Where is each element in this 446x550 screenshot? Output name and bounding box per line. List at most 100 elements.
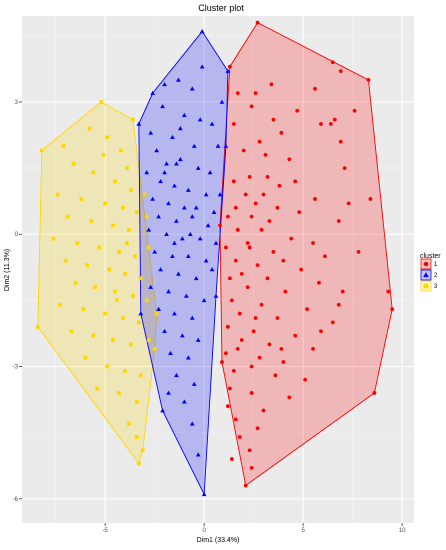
cluster-1-point — [229, 298, 234, 303]
legend-marker-2 — [423, 272, 429, 278]
cluster-1-point — [336, 302, 341, 307]
cluster-1-point — [224, 245, 228, 250]
cluster-3-point — [69, 329, 74, 334]
cluster-2-point — [195, 337, 201, 342]
cluster-2-point — [223, 143, 229, 148]
cluster-3-point — [142, 192, 147, 197]
cluster-2-point — [162, 328, 167, 334]
cluster-1-point — [229, 457, 234, 461]
cluster-1-point — [319, 122, 323, 126]
cluster-3-point — [127, 421, 131, 426]
cluster-2-point — [179, 236, 185, 241]
cluster-1-point — [287, 157, 292, 162]
cluster-2-point — [193, 205, 199, 210]
cluster-2-point — [197, 117, 203, 122]
cluster-1-point — [251, 329, 256, 334]
cluster-3-point — [127, 227, 131, 232]
cluster-1-point — [293, 179, 298, 184]
cluster-3-point — [105, 364, 110, 369]
cluster-2-point — [178, 156, 183, 162]
cluster-1-point — [243, 483, 248, 488]
cluster-1-point — [235, 91, 240, 96]
cluster-3-point — [55, 192, 60, 197]
cluster-1-point — [257, 355, 262, 360]
cluster-2-point — [168, 350, 173, 356]
cluster-1-point — [352, 108, 357, 113]
cluster-2-point — [199, 29, 205, 34]
cluster-3-point — [134, 210, 139, 215]
cluster-1-point — [220, 360, 224, 364]
cluster-1-point — [273, 373, 278, 378]
cluster-2-point — [181, 399, 187, 404]
cluster-3-point — [81, 307, 86, 312]
cluster-3-point — [121, 205, 125, 210]
cluster-3-point — [111, 223, 115, 228]
cluster-2-point — [152, 249, 158, 254]
cluster-2-point — [201, 491, 207, 497]
cluster-2-point — [189, 421, 195, 426]
x-tick-label: -5 — [102, 528, 108, 534]
cluster-3-point — [75, 241, 80, 245]
cluster-2-point — [150, 90, 156, 95]
y-axis-title: Dim2 (11.3%) — [4, 249, 11, 291]
cluster-2-point — [156, 214, 161, 219]
cluster-1-point — [356, 249, 361, 254]
cluster-3-point — [57, 302, 62, 307]
cluster-1-point — [249, 465, 254, 470]
cluster-3-point — [51, 236, 56, 241]
cluster-1-point — [323, 254, 327, 259]
cluster-2-point — [136, 121, 142, 126]
cluster-3-point — [73, 280, 78, 285]
cluster-3-point — [83, 355, 88, 360]
y-tick-label: 3 — [15, 100, 19, 106]
cluster-3-point — [125, 166, 129, 170]
cluster-1-point — [338, 139, 343, 144]
cluster-1-point — [319, 329, 323, 334]
cluster-3-point — [123, 272, 127, 276]
cluster-2-point — [181, 112, 187, 117]
cluster-3-point — [111, 338, 115, 342]
legend-label-1: 1 — [434, 262, 438, 268]
cluster-1-point — [247, 175, 252, 179]
cluster-2-point — [146, 227, 152, 232]
cluster-1-point — [289, 236, 294, 241]
cluster-2-point — [215, 143, 221, 148]
cluster-1-point — [227, 64, 232, 69]
cluster-2-point — [193, 275, 199, 281]
x-tick-label: 10 — [399, 528, 406, 534]
legend-label-2: 2 — [434, 273, 438, 279]
cluster-2-point — [225, 68, 231, 73]
cluster-1-point — [259, 302, 264, 307]
cluster-2-point — [166, 289, 171, 294]
cluster-3-point — [101, 152, 106, 157]
cluster-1-point — [237, 435, 242, 439]
legend-title: cluster — [420, 253, 441, 260]
cluster-2-point — [174, 218, 179, 223]
cluster-3-point — [146, 338, 151, 342]
cluster-1-point — [233, 417, 238, 422]
cluster-2-point — [213, 240, 219, 245]
cluster-1-point — [247, 245, 252, 250]
cluster-2-point — [148, 284, 154, 289]
cluster-2-point — [217, 192, 223, 197]
cluster-1-point — [239, 272, 244, 276]
cluster-1-point — [227, 276, 232, 281]
cluster-3-point — [117, 249, 121, 254]
cluster-1-point — [233, 258, 238, 263]
cluster-1-point — [346, 201, 351, 206]
cluster-1-point — [249, 214, 254, 219]
cluster-1-point — [233, 205, 238, 210]
cluster-2-point — [219, 99, 225, 104]
cluster-3-point — [63, 258, 68, 263]
cluster-3-point — [103, 201, 108, 206]
y-tick-label: -3 — [13, 364, 19, 370]
cluster-1-point — [386, 289, 391, 294]
cluster-1-point — [293, 333, 298, 338]
cluster-1-point — [279, 346, 284, 351]
cluster-1-point — [231, 122, 236, 126]
cluster-1-point — [259, 227, 264, 232]
cluster-1-point — [311, 346, 315, 351]
cluster-3-point — [128, 188, 133, 193]
chart-title: Cluster plot — [198, 3, 244, 13]
cluster-1-point — [330, 320, 335, 325]
